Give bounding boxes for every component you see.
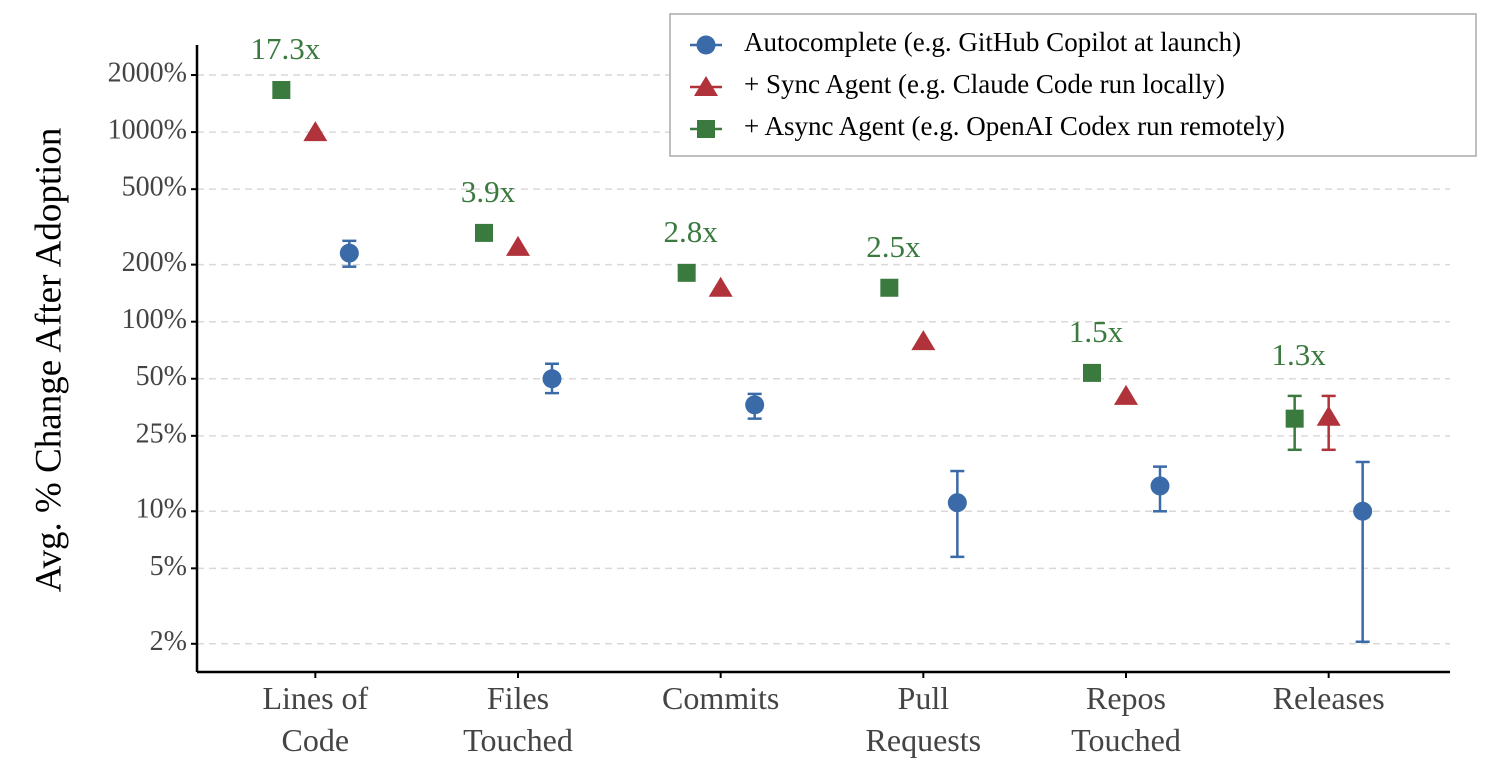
- point: [911, 330, 936, 351]
- point: [272, 81, 291, 100]
- x-tick-label: Lines of Code: [262, 680, 368, 758]
- y-tick-label: 5%: [150, 551, 187, 582]
- legend-label: + Async Agent (e.g. OpenAI Codex run rem…: [744, 111, 1285, 141]
- point: [1150, 476, 1170, 496]
- legend-box: [669, 13, 1477, 157]
- point: [677, 263, 696, 282]
- y-tick-label: 2000%: [108, 57, 187, 88]
- ratio-label: 3.9x: [461, 174, 516, 209]
- legend: Autocomplete (e.g. GitHub Copilot at lau…: [669, 13, 1477, 157]
- point: [1285, 409, 1304, 428]
- y-tick-label: 1000%: [108, 115, 187, 146]
- y-tick-label: 2%: [150, 626, 187, 657]
- ratio-label: 17.3x: [250, 31, 320, 66]
- y-tick-label: 25%: [136, 418, 187, 449]
- point: [947, 493, 967, 513]
- ratio-label: 2.5x: [866, 229, 921, 264]
- point: [1353, 501, 1373, 521]
- point: [1083, 363, 1101, 382]
- x-tick-label: Files Touched: [463, 680, 573, 758]
- point: [1114, 384, 1138, 405]
- x-tick-label: Repos Touched: [1071, 680, 1181, 758]
- point: [1316, 405, 1341, 426]
- point: [694, 76, 718, 96]
- y-tick-label: 200%: [122, 247, 187, 278]
- y-tick-label: 500%: [122, 172, 187, 203]
- point: [542, 369, 562, 389]
- point: [696, 35, 716, 55]
- point: [339, 243, 359, 263]
- ratio-label: 2.8x: [664, 214, 719, 249]
- point: [475, 223, 493, 242]
- y-axis-title: Avg. % Change After Adoption: [28, 128, 69, 593]
- x-tick-label: Pull Requests: [866, 680, 982, 758]
- point: [303, 121, 328, 142]
- point: [880, 278, 899, 297]
- point: [708, 276, 733, 297]
- x-tick-label: Commits: [662, 680, 779, 716]
- y-tick-label: 10%: [136, 494, 187, 525]
- y-tick-label: 50%: [136, 361, 187, 392]
- point: [697, 120, 715, 138]
- error-bar: [1355, 460, 1370, 644]
- point: [745, 395, 765, 415]
- legend-label: Autocomplete (e.g. GitHub Copilot at lau…: [744, 27, 1241, 57]
- x-tick-label: Releases: [1273, 680, 1385, 716]
- point: [506, 235, 530, 256]
- ratio-label: 1.5x: [1069, 314, 1124, 349]
- error-bar: [950, 469, 965, 559]
- y-tick-label: 100%: [122, 304, 187, 335]
- ratio-label: 1.3x: [1272, 337, 1327, 372]
- legend-label: + Sync Agent (e.g. Claude Code run local…: [744, 69, 1225, 99]
